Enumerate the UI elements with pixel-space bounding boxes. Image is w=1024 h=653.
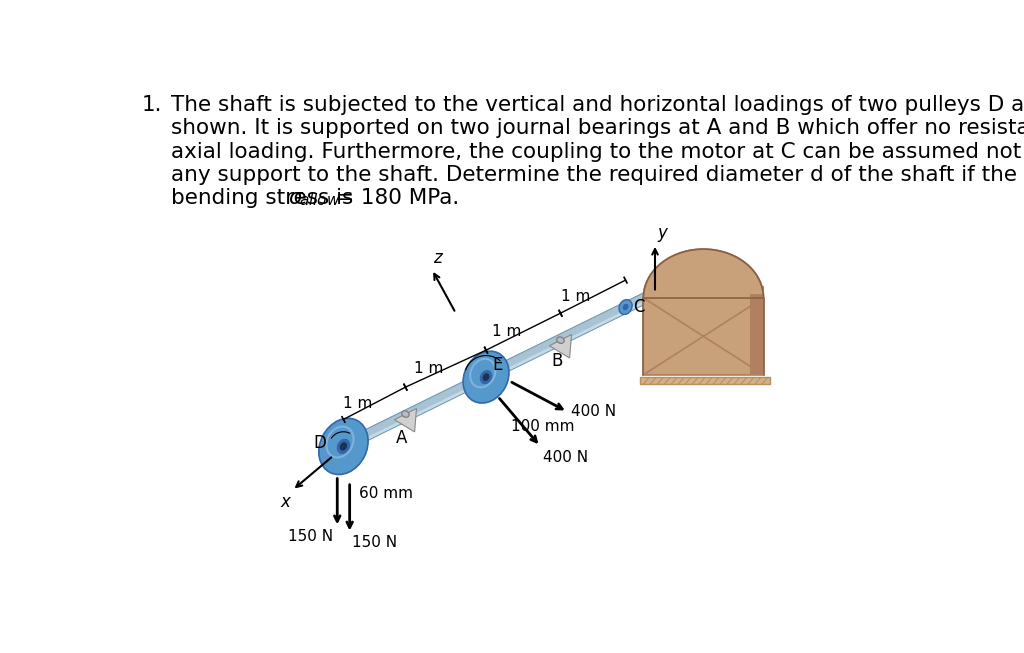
Ellipse shape <box>337 439 350 454</box>
Text: shown. It is supported on two journal bearings at A and B which offer no resista: shown. It is supported on two journal be… <box>171 118 1024 138</box>
Ellipse shape <box>401 411 410 417</box>
Polygon shape <box>550 334 571 358</box>
Text: A: A <box>396 430 408 447</box>
Text: axial loading. Furthermore, the coupling to the motor at C can be assumed not to: axial loading. Furthermore, the coupling… <box>171 142 1024 161</box>
Text: $\mathit{\sigma}$: $\mathit{\sigma}$ <box>289 187 304 208</box>
Text: E: E <box>493 356 503 374</box>
Text: bending stress is: bending stress is <box>171 187 359 208</box>
Text: 1 m: 1 m <box>492 324 521 339</box>
Text: 100 mm: 100 mm <box>511 419 574 434</box>
Text: C: C <box>633 298 645 316</box>
Text: x: x <box>281 492 290 511</box>
Ellipse shape <box>480 370 493 384</box>
Text: 400 N: 400 N <box>571 404 616 419</box>
Text: 1.: 1. <box>142 95 163 116</box>
Text: = 180 MPa.: = 180 MPa. <box>336 187 459 208</box>
Polygon shape <box>394 409 417 432</box>
Ellipse shape <box>557 337 564 343</box>
Ellipse shape <box>340 442 347 451</box>
Ellipse shape <box>623 304 629 310</box>
Text: any support to the shaft. Determine the required diameter d of the shaft if the : any support to the shaft. Determine the … <box>171 165 1024 185</box>
Text: 60 mm: 60 mm <box>359 486 413 502</box>
Text: 1 m: 1 m <box>414 361 443 376</box>
Text: 1 m: 1 m <box>561 289 591 304</box>
Polygon shape <box>640 377 770 384</box>
Text: The shaft is subjected to the vertical and horizontal loadings of two pulleys D : The shaft is subjected to the vertical a… <box>171 95 1024 116</box>
Polygon shape <box>643 286 764 375</box>
Polygon shape <box>643 249 764 375</box>
Polygon shape <box>341 292 649 451</box>
Polygon shape <box>752 286 764 375</box>
Text: $\mathit{allow}$: $\mathit{allow}$ <box>299 191 341 208</box>
Ellipse shape <box>482 374 489 381</box>
Text: 150 N: 150 N <box>352 535 397 550</box>
Text: z: z <box>433 249 442 267</box>
Text: D: D <box>313 434 327 452</box>
Text: 1 m: 1 m <box>343 396 372 411</box>
Ellipse shape <box>463 351 509 403</box>
Polygon shape <box>750 294 764 375</box>
Text: 150 N: 150 N <box>288 529 334 544</box>
Polygon shape <box>344 299 649 451</box>
Ellipse shape <box>618 300 632 315</box>
Text: y: y <box>657 225 668 242</box>
Ellipse shape <box>318 419 368 475</box>
Text: 400 N: 400 N <box>543 451 588 466</box>
Text: B: B <box>551 352 562 370</box>
